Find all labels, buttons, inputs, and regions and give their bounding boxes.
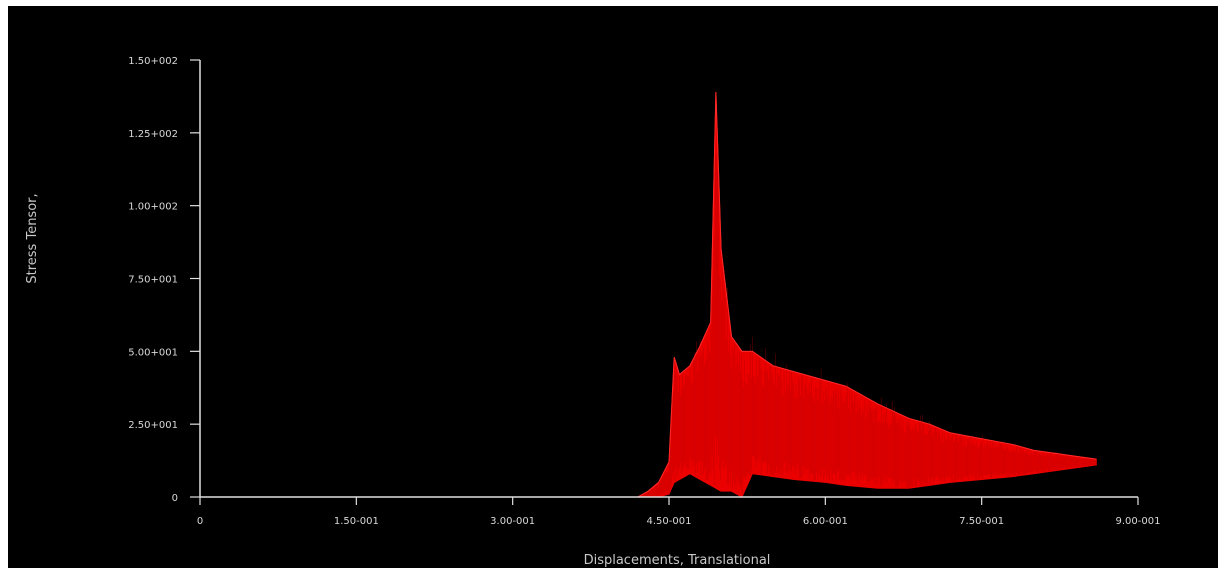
- x-tick-label: 4.50-001: [647, 516, 692, 527]
- x-tick-label: 0: [197, 516, 203, 527]
- chart-svg: 0 2.50+001 5.00+001 7.50+001 1.00+002 1.25+00…: [25, 56, 1161, 568]
- y-tick-label: 1.00+002: [128, 202, 178, 213]
- x-tick-label: 7.50-001: [959, 516, 1004, 527]
- y-tick-label: 0: [172, 493, 178, 504]
- x-axis-title: Displacements, Translational: [584, 553, 771, 568]
- y-tick-label: 1.50+002: [128, 56, 178, 67]
- x-tick-label: 9.00-001: [1116, 516, 1161, 527]
- chart-frame: 0 2.50+001 5.00+001 7.50+001 1.00+002 1.25+00…: [8, 6, 1218, 568]
- x-tick-label: 1.50-001: [334, 516, 379, 527]
- x-tick-label: 6.00-001: [803, 516, 848, 527]
- y-tick-label: 1.25+002: [128, 129, 178, 140]
- y-tick-label: 2.50+001: [128, 420, 178, 431]
- series-line: [637, 92, 1097, 498]
- y-tick-label: 7.50+001: [128, 275, 178, 286]
- y-axis-title: Stress Tensor,: [25, 193, 40, 283]
- y-tick-label: 5.00+001: [128, 347, 178, 358]
- x-tick-label: 3.00-001: [490, 516, 535, 527]
